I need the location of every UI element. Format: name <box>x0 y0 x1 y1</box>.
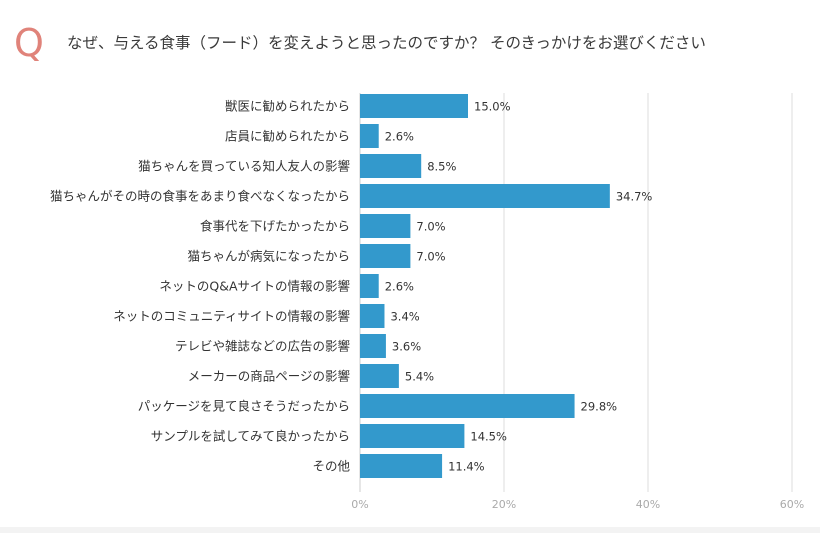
category-label: パッケージを見て良さそうだったから <box>138 399 350 414</box>
category-label: 猫ちゃんが病気になったから <box>187 249 350 264</box>
bar <box>360 244 411 268</box>
x-tick-label: 40% <box>636 498 660 511</box>
value-label: 11.4% <box>448 460 485 474</box>
category-label: ネットのコミュニティサイトの情報の影響 <box>113 309 350 324</box>
x-tick-label: 20% <box>492 498 516 511</box>
value-label: 29.8% <box>581 400 618 414</box>
q-mark-icon: Q <box>14 21 44 65</box>
value-label: 2.6% <box>385 280 414 294</box>
bar <box>360 274 379 298</box>
category-label: 店員に勧められたから <box>225 129 350 144</box>
category-label: 猫ちゃんを買っている知人友人の影響 <box>138 159 350 174</box>
category-label: 食事代を下げたかったから <box>200 219 350 234</box>
bar <box>360 94 468 118</box>
value-label: 3.4% <box>390 310 419 324</box>
category-label: 猫ちゃんがその時の食事をあまり食べなくなったから <box>50 189 350 204</box>
value-label: 14.5% <box>470 430 507 444</box>
value-label: 7.0% <box>416 220 445 234</box>
bar <box>360 184 610 208</box>
bar <box>360 214 411 238</box>
bottom-strip <box>0 527 820 533</box>
value-label: 5.4% <box>405 370 434 384</box>
value-label: 3.6% <box>392 340 421 354</box>
value-label: 15.0% <box>474 100 511 114</box>
x-tick-label: 60% <box>780 498 804 511</box>
category-label: サンプルを試してみて良かったから <box>151 429 350 444</box>
value-label: 2.6% <box>385 130 414 144</box>
bar <box>360 424 465 448</box>
question-text: なぜ、与える食事（フード）を変えようと思ったのですか？ そのきっかけをお選びくだ… <box>67 34 706 52</box>
category-label: その他 <box>312 459 350 474</box>
bar <box>360 154 422 178</box>
value-label: 7.0% <box>416 250 445 264</box>
x-tick-label: 0% <box>351 498 368 511</box>
category-label: 獣医に勧められたから <box>225 99 350 114</box>
bar <box>360 304 385 328</box>
category-label: メーカーの商品ページの影響 <box>188 369 350 384</box>
question-header: Q なぜ、与える食事（フード）を変えようと思ったのですか？ そのきっかけをお選び… <box>0 0 820 80</box>
bar <box>360 364 399 388</box>
bar <box>360 394 575 418</box>
category-label: テレビや雑誌などの広告の影響 <box>175 339 350 354</box>
bar <box>360 124 379 148</box>
value-label: 8.5% <box>427 160 456 174</box>
value-label: 34.7% <box>616 190 653 204</box>
bar <box>360 454 443 478</box>
category-label: ネットのQ&Aサイトの情報の影響 <box>159 279 350 294</box>
bar <box>360 334 386 358</box>
